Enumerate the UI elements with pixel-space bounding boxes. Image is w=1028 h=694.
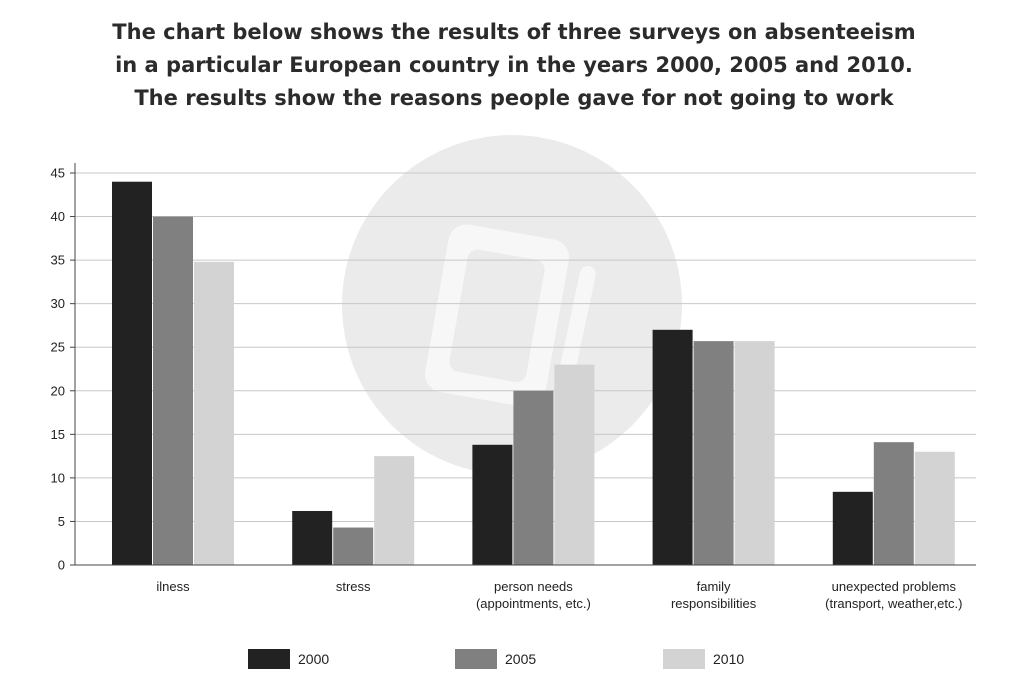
- bar-2005-3: [693, 341, 734, 565]
- bar-2000-3: [652, 329, 693, 565]
- bar-2000-0: [112, 181, 152, 565]
- y-tick-label: 20: [51, 383, 65, 398]
- title-line-2: in a particular European country in the …: [115, 53, 913, 77]
- y-tick-label: 40: [51, 209, 65, 224]
- y-tick-label: 30: [51, 296, 65, 311]
- bar-2005-0: [153, 216, 193, 566]
- legend-label-2005: 2005: [505, 651, 536, 667]
- bar-2010-4: [914, 451, 955, 565]
- category-label: ilness: [156, 579, 190, 594]
- category-label: family: [697, 579, 731, 594]
- y-tick-label: 45: [51, 166, 65, 181]
- title-line-1: The chart below shows the results of thr…: [112, 20, 916, 44]
- watermark-logo: [342, 135, 682, 475]
- category-label: (appointments, etc.): [476, 596, 591, 611]
- y-tick-label: 15: [51, 427, 65, 442]
- bar-2005-1: [333, 527, 374, 565]
- legend-swatch-2005: [455, 649, 497, 669]
- category-label: responsibilities: [671, 596, 757, 611]
- legend-swatch-2000: [248, 649, 290, 669]
- y-tick-label: 25: [51, 340, 65, 355]
- legend-swatch-2010: [663, 649, 705, 669]
- bar-2010-2: [554, 364, 595, 565]
- bar-2010-3: [734, 341, 775, 565]
- title-line-3: The results show the reasons people gave…: [134, 86, 894, 110]
- legend-label-2010: 2010: [713, 651, 744, 667]
- y-tick-label: 10: [51, 470, 65, 485]
- bar-2000-4: [832, 491, 873, 565]
- y-tick-label: 35: [51, 253, 65, 268]
- category-label: unexpected problems: [832, 579, 957, 594]
- bar-2000-1: [292, 510, 333, 565]
- y-tick-label: 5: [58, 514, 65, 529]
- bar-2005-4: [873, 442, 914, 565]
- chart-title: The chart below shows the results of thr…: [0, 16, 1028, 115]
- bar-2005-2: [513, 390, 554, 565]
- bar-2010-0: [194, 261, 234, 565]
- bar-2000-2: [472, 444, 513, 565]
- bar-2010-1: [374, 456, 415, 565]
- category-label: stress: [336, 579, 371, 594]
- category-label: (transport, weather,etc.): [825, 596, 962, 611]
- legend-label-2000: 2000: [298, 651, 329, 667]
- category-label: person needs: [494, 579, 573, 594]
- y-tick-label: 0: [58, 558, 65, 573]
